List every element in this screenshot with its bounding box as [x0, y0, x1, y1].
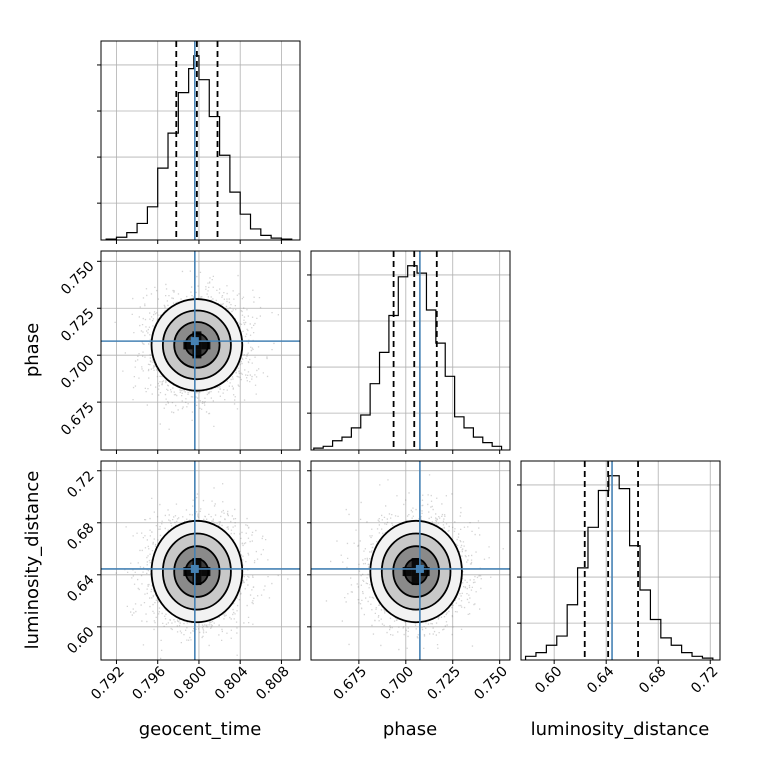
- density-peak-block: [192, 349, 202, 359]
- contour-line: [380, 532, 452, 611]
- corner-plot-panels: 0.792 0.796 0.800 0.804 0.808 0.675 0.700 0.725…: [58, 40, 722, 704]
- density-content: [311, 461, 510, 660]
- density-peak-block: [420, 567, 430, 577]
- histogram-panel-geocent_time: [97, 40, 301, 244]
- density-peak-block: [192, 331, 202, 341]
- density-peak-block: [192, 558, 202, 568]
- histogram-panel-luminosity_distance: [517, 460, 721, 664]
- y-tick-label-luminosity_distance: 0.60: [64, 624, 97, 657]
- contour-line: [161, 309, 232, 381]
- contour-line: [173, 545, 221, 598]
- x-axis-label-geocent_time: geocent_time: [139, 719, 262, 740]
- contour-line: [184, 332, 210, 358]
- y-tick-label-luminosity_distance: 0.64: [64, 572, 97, 605]
- contour-line: [150, 298, 244, 392]
- contour-line: [403, 557, 429, 586]
- histogram-panel-phase: [307, 250, 511, 454]
- y-tick-label-phase: 0.725: [58, 305, 98, 345]
- density-peak-block: [192, 576, 202, 586]
- y-tick-label-phase: 0.700: [58, 352, 98, 392]
- density-content: [101, 461, 300, 660]
- density-peak-block: [411, 576, 421, 586]
- y-tick-label-phase: 0.675: [58, 399, 98, 439]
- y-tick-label-luminosity_distance: 0.68: [64, 520, 97, 553]
- x-tick-label-phase: 0.750: [471, 664, 511, 704]
- panel-frame: [100, 250, 301, 451]
- x-tick-label-phase: 0.675: [331, 664, 371, 704]
- x-axis-label-luminosity_distance: luminosity_distance: [531, 719, 710, 740]
- x-tick-label-phase: 0.700: [377, 664, 417, 704]
- density-panel-geocent_time-phase: [97, 250, 301, 454]
- panel-frame: [310, 250, 511, 451]
- density-peak-block: [402, 567, 412, 577]
- panel-frame: [100, 460, 301, 661]
- contour-line: [369, 519, 463, 624]
- y-axis-label-phase: phase: [22, 323, 43, 377]
- contour-line: [173, 321, 221, 369]
- x-tick-label-geocent_time: 0.796: [129, 663, 169, 703]
- y-tick-label-luminosity_distance: 0.72: [64, 468, 97, 501]
- x-tick-label-geocent_time: 0.808: [253, 664, 293, 704]
- density-content: [101, 251, 300, 450]
- x-tick-label-luminosity_distance: 0.72: [688, 664, 721, 697]
- x-tick-label-phase: 0.725: [424, 664, 464, 704]
- x-tick-label-luminosity_distance: 0.68: [636, 664, 669, 697]
- x-tick-label-luminosity_distance: 0.60: [532, 664, 565, 697]
- y-tick-label-phase: 0.750: [58, 258, 98, 298]
- contour-line: [392, 545, 440, 598]
- density-peak-block: [201, 340, 211, 350]
- panel-frame: [100, 40, 301, 241]
- density-peak-block: [411, 558, 421, 568]
- density-panel-phase-luminosity_distance: [307, 460, 511, 664]
- x-tick-label-geocent_time: 0.800: [171, 664, 211, 704]
- histogram-bars-phase: [313, 265, 503, 450]
- truth-marker: [415, 564, 424, 573]
- contour-line: [161, 532, 232, 611]
- density-peak-block: [201, 567, 211, 577]
- truth-marker: [190, 564, 199, 573]
- density-peak-block: [183, 340, 193, 350]
- density-peak-block: [183, 567, 193, 577]
- y-axis-label-luminosity_distance: luminosity_distance: [22, 471, 43, 650]
- panel-frame: [520, 460, 721, 661]
- panel-frame: [310, 460, 511, 661]
- x-tick-label-geocent_time: 0.792: [88, 664, 128, 704]
- contour-line: [184, 557, 210, 586]
- truth-marker: [190, 337, 199, 346]
- density-panel-geocent_time-luminosity_distance: [97, 460, 301, 664]
- x-tick-label-luminosity_distance: 0.64: [584, 663, 617, 696]
- contour-line: [150, 519, 244, 624]
- x-tick-label-geocent_time: 0.804: [212, 663, 252, 703]
- x-axis-label-phase: phase: [383, 719, 437, 740]
- histogram-bars-luminosity_distance: [524, 475, 714, 660]
